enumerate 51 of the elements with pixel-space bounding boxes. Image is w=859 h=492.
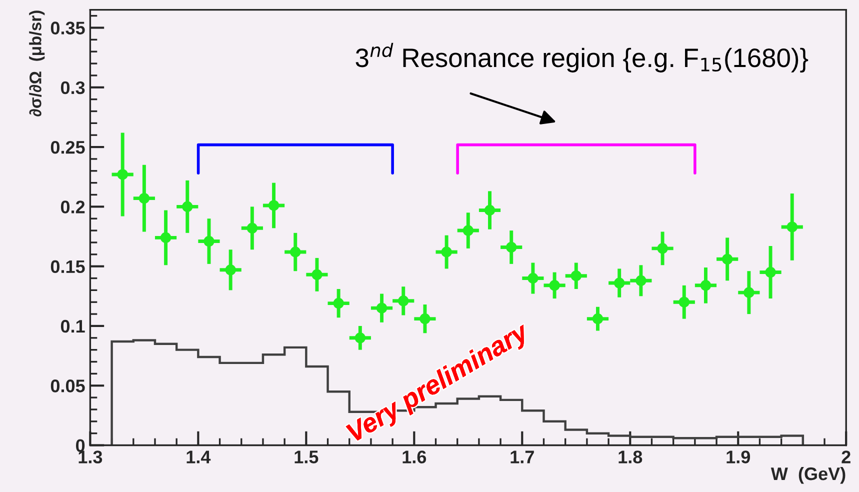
point — [268, 200, 280, 211]
y-tick-label: 0.25 — [50, 140, 85, 154]
y-axis-title: ∂σ/∂Ω (μb/sr) — [29, 10, 45, 116]
point — [614, 278, 625, 288]
annotation: 3$^{nd}$ Resonance region {e.g. F$_{15}$(1680)} — [356, 42, 808, 72]
point — [636, 275, 646, 286]
x-tick-label: 1.8 — [618, 450, 642, 464]
y-tick-label: 0.3 — [60, 81, 85, 94]
point — [354, 332, 366, 344]
point — [333, 298, 344, 309]
x-tick-label: 1.5 — [294, 450, 318, 464]
x-tick-label: 1.3 — [78, 450, 102, 464]
point — [549, 280, 560, 291]
x-tick-label: 1.7 — [510, 450, 534, 464]
point — [700, 280, 712, 291]
x-tick-label: 2 — [842, 450, 850, 464]
point — [786, 222, 798, 232]
x-tick-label: 1.6 — [402, 450, 426, 464]
x-axis-title: W (GeV) — [770, 466, 846, 484]
point — [765, 266, 776, 278]
point — [182, 201, 193, 212]
point — [462, 225, 474, 236]
point — [744, 287, 754, 298]
point — [484, 204, 496, 216]
y-tick-label: 0.1 — [60, 320, 85, 333]
point — [117, 169, 128, 180]
y-tick-label: 0.2 — [60, 200, 85, 214]
point — [678, 296, 690, 308]
y-tick-label: 0.05 — [50, 380, 85, 392]
y-tick-label: 0 — [76, 439, 85, 452]
point — [420, 313, 430, 324]
point — [398, 296, 409, 306]
point — [160, 232, 172, 244]
y-tick-label: 0.15 — [50, 260, 85, 274]
point — [312, 269, 322, 280]
y-tick-label: 0.35 — [50, 22, 85, 34]
point — [290, 246, 301, 258]
point — [376, 302, 388, 314]
point — [138, 192, 150, 204]
point — [528, 272, 538, 284]
point — [722, 254, 733, 265]
point — [441, 246, 452, 258]
point — [570, 270, 582, 282]
point — [506, 242, 517, 253]
point — [225, 264, 236, 276]
x-tick-label: 1.4 — [186, 450, 211, 464]
point — [246, 222, 258, 234]
x-tick-label: 1.9 — [726, 450, 750, 464]
point — [204, 236, 214, 247]
point — [657, 243, 668, 254]
point — [592, 313, 604, 324]
